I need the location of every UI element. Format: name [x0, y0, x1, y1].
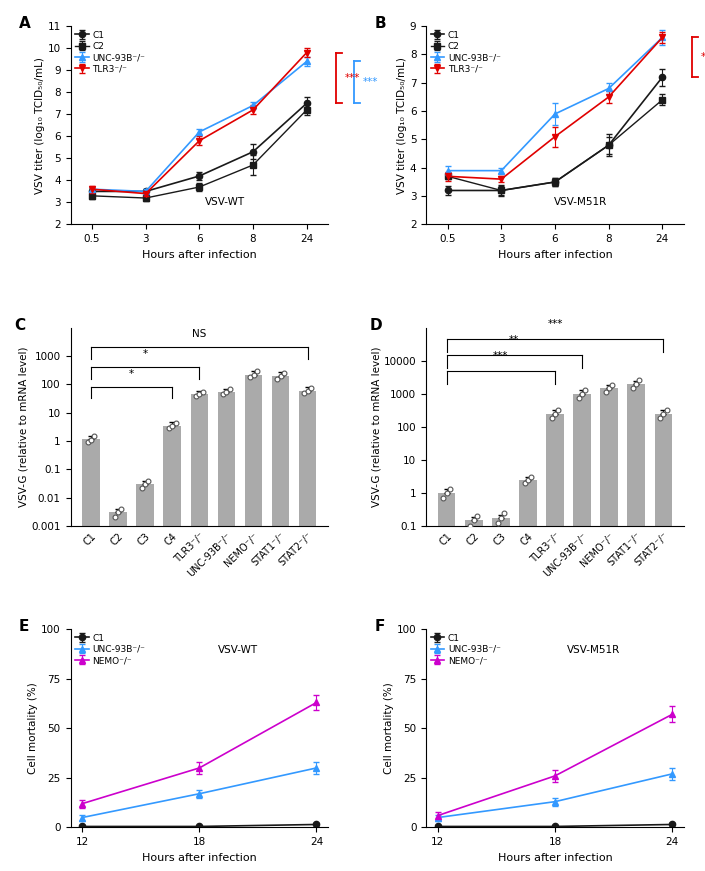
Text: **: ** [509, 335, 520, 345]
Text: VSV-WT: VSV-WT [205, 197, 245, 206]
Bar [136, 484, 154, 871]
Bar [299, 390, 317, 871]
Bar [190, 394, 208, 871]
Text: *: * [701, 52, 705, 63]
Bar [573, 394, 591, 871]
Text: ***: *** [547, 319, 563, 329]
Text: D: D [369, 318, 382, 333]
X-axis label: Hours after infection: Hours after infection [498, 853, 613, 863]
Bar [519, 480, 537, 871]
Text: *: * [142, 348, 148, 359]
Text: B: B [374, 17, 386, 31]
Y-axis label: VSV-G (relative to mRNA level): VSV-G (relative to mRNA level) [18, 347, 28, 507]
Text: VSV-M51R: VSV-M51R [554, 197, 608, 206]
Bar [601, 388, 618, 871]
Legend: C1, C2, UNC-93B⁻/⁻, TLR3⁻/⁻: C1, C2, UNC-93B⁻/⁻, TLR3⁻/⁻ [75, 30, 145, 73]
Bar [109, 512, 127, 871]
Bar [492, 517, 510, 871]
X-axis label: Hours after infection: Hours after infection [142, 250, 257, 260]
X-axis label: Hours after infection: Hours after infection [142, 853, 257, 863]
Text: NS: NS [192, 329, 207, 339]
Y-axis label: VSV titer (log₁₀ TCID₅₀/mL): VSV titer (log₁₀ TCID₅₀/mL) [35, 57, 44, 193]
Text: ***: *** [363, 78, 379, 87]
Y-axis label: VSV titer (log₁₀ TCID₅₀/mL): VSV titer (log₁₀ TCID₅₀/mL) [397, 57, 407, 193]
Y-axis label: Cell mortality (%): Cell mortality (%) [384, 682, 394, 774]
Text: *: * [129, 368, 134, 379]
Bar [164, 426, 181, 871]
Bar [218, 392, 235, 871]
X-axis label: Hours after infection: Hours after infection [498, 250, 613, 260]
Text: VSV-WT: VSV-WT [218, 645, 258, 655]
Bar [438, 493, 455, 871]
Y-axis label: VSV-G (relative to mRNA level): VSV-G (relative to mRNA level) [371, 347, 381, 507]
Bar [465, 520, 482, 871]
Text: C: C [14, 318, 25, 333]
Text: A: A [19, 17, 31, 31]
Text: E: E [19, 619, 30, 634]
Bar [627, 384, 645, 871]
Text: ***: *** [345, 73, 360, 83]
Bar [82, 439, 100, 871]
Y-axis label: Cell mortality (%): Cell mortality (%) [28, 682, 38, 774]
Legend: C1, C2, UNC-93B⁻/⁻, TLR3⁻/⁻: C1, C2, UNC-93B⁻/⁻, TLR3⁻/⁻ [431, 30, 501, 73]
Text: VSV-M51R: VSV-M51R [567, 645, 620, 655]
Text: ***: *** [493, 351, 508, 361]
Legend: C1, UNC-93B⁻/⁻, NEMO⁻/⁻: C1, UNC-93B⁻/⁻, NEMO⁻/⁻ [75, 633, 145, 665]
Text: F: F [374, 619, 385, 634]
Bar [546, 414, 564, 871]
Bar [245, 375, 262, 871]
Legend: C1, UNC-93B⁻/⁻, NEMO⁻/⁻: C1, UNC-93B⁻/⁻, NEMO⁻/⁻ [431, 633, 501, 665]
Bar [272, 375, 290, 871]
Bar [654, 414, 672, 871]
